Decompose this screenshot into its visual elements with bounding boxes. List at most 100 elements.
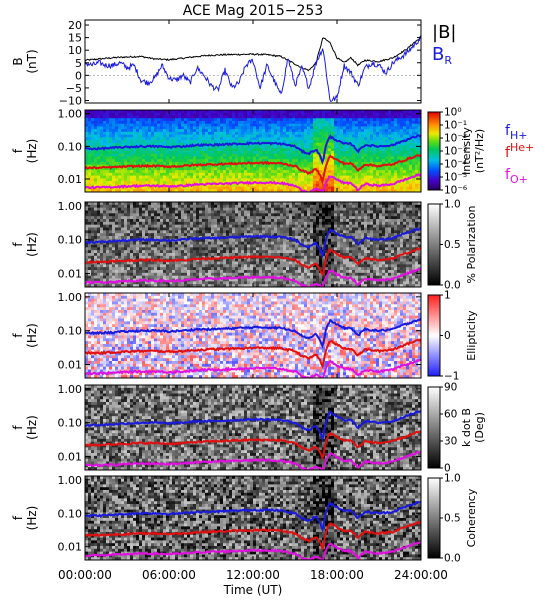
colorbar: 1.0 0.5 0.0 Coherency bbox=[427, 473, 478, 565]
y-tick-label: 0.10 bbox=[58, 325, 83, 338]
panel-polarization: 1.0 0.5 0.0 % Polarization 1.00 0.10 0.01 f (Hz) bbox=[11, 199, 478, 292]
y-axis-unit: (Hz) bbox=[25, 232, 39, 257]
colorbar: 90 60 30 0 k dot B (Deg) bbox=[427, 382, 486, 475]
time-tick-label: 18:00:00 bbox=[310, 568, 364, 582]
y-tick-label: 5 bbox=[75, 57, 82, 70]
panel-coherency: 1.0 0.5 0.0 Coherency 1.00 0.10 0.01 f (Hz) bbox=[11, 473, 478, 565]
gyrofrequency-oplus-line bbox=[85, 540, 421, 560]
y-tick-label: 0.01 bbox=[58, 173, 83, 186]
gyrofrequency-hplus-line bbox=[85, 500, 421, 533]
colorbar-label: Ellipticity bbox=[465, 310, 478, 361]
panel-kdotb: 90 60 30 0 k dot B (Deg) 1.00 0.10 0.01 f (Hz) bbox=[11, 382, 486, 475]
colorbar: 1 0 −1 Ellipticity bbox=[427, 290, 478, 383]
colorbar-tick-label: −1 bbox=[444, 371, 459, 383]
y-tick-label: 1.00 bbox=[58, 200, 83, 213]
y-tick-label: −10 bbox=[59, 94, 82, 107]
colorbar: 1.0 0.5 0.0 % Polarization bbox=[427, 199, 478, 292]
colorbar-tick-label: 30 bbox=[444, 436, 457, 448]
spectrogram-cells bbox=[85, 110, 421, 192]
y-tick-label: 1.00 bbox=[58, 383, 83, 396]
colorbar-label: % Polarization bbox=[465, 206, 478, 284]
gyrofrequency-heplus-line bbox=[85, 153, 421, 185]
y-tick-label: 0 bbox=[75, 69, 82, 82]
y-tick-label: 1.00 bbox=[58, 291, 83, 304]
gyrofrequency-oplus-line bbox=[85, 172, 421, 192]
y-tick-label: 1.00 bbox=[58, 108, 83, 121]
time-axis-label: Time (UT) bbox=[223, 583, 283, 597]
colorbar-unit: (Deg) bbox=[473, 412, 486, 443]
time-tick-label: 06:00:00 bbox=[142, 568, 196, 582]
gyrofrequency-heplus-line bbox=[85, 338, 421, 369]
spectrogram-cells bbox=[85, 476, 421, 560]
series-b-radial-line bbox=[85, 35, 421, 102]
field-legend: |B|BR bbox=[432, 22, 456, 67]
colorbar-label: k dot B bbox=[460, 408, 473, 447]
figure-title: ACE Mag 2015−253 bbox=[183, 3, 323, 19]
colorbar-tick-label: 10⁻³ bbox=[444, 146, 467, 158]
y-axis-label: f bbox=[11, 148, 25, 153]
y-tick-label: 0.01 bbox=[58, 268, 83, 281]
colorbar-tick-label: 90 bbox=[444, 382, 457, 394]
y-axis-label: B bbox=[11, 57, 25, 65]
gyrofrequency-oplus-line bbox=[85, 450, 421, 470]
time-axis: 00:00:00 06:00:00 12:00:00 18:00:00 24:00:00 bbox=[58, 568, 448, 582]
gyrofrequency-hplus-line bbox=[85, 134, 421, 166]
colorbar-tick-label: 10⁻¹ bbox=[444, 120, 467, 132]
colorbar-tick-label: 10⁻² bbox=[444, 133, 467, 145]
legend-entry: BR bbox=[432, 44, 452, 67]
legend-entry: fO+ bbox=[505, 167, 528, 186]
y-tick-label: 0.10 bbox=[58, 140, 83, 153]
y-tick-label: 0.01 bbox=[58, 359, 83, 372]
gyrofrequency-heplus-line bbox=[85, 246, 421, 277]
colorbar-tick-label: 60 bbox=[444, 409, 457, 421]
colorbar-unit: (nT²/Hz) bbox=[473, 129, 486, 173]
gyrofrequency-hplus-line bbox=[85, 226, 421, 259]
time-tick-label: 24:00:00 bbox=[394, 568, 448, 582]
spectrogram-cells bbox=[85, 385, 421, 470]
series-b-magnitude-line bbox=[85, 36, 421, 72]
gyrofrequency-heplus-line bbox=[85, 520, 421, 552]
gyrofrequency-oplus-line bbox=[85, 358, 421, 378]
legend-entry: fHe+ bbox=[505, 141, 534, 161]
y-axis-unit: (Hz) bbox=[25, 415, 39, 440]
y-axis-unit: (Hz) bbox=[25, 139, 39, 164]
y-tick-label: −5 bbox=[66, 82, 82, 95]
legend-entry: |B| bbox=[432, 22, 456, 43]
y-tick-label: 0.01 bbox=[58, 541, 83, 554]
y-tick-label: 1.00 bbox=[58, 474, 83, 487]
y-axis-label: f bbox=[11, 333, 25, 338]
y-tick-label: 0.10 bbox=[58, 507, 83, 520]
y-tick-label: 10 bbox=[68, 44, 82, 57]
legend-entry: fH+ bbox=[505, 123, 527, 142]
colorbar-tick-label: 10⁻⁶ bbox=[444, 185, 467, 197]
y-tick-label: 0.10 bbox=[58, 417, 83, 430]
time-tick-label: 00:00:00 bbox=[58, 568, 112, 582]
y-axis-label: f bbox=[11, 515, 25, 520]
y-tick-label: 15 bbox=[68, 32, 82, 45]
colorbar-tick-label: 0.5 bbox=[444, 513, 461, 525]
colorbar-tick-label: 0.5 bbox=[444, 239, 461, 251]
colorbar-label: Intensity bbox=[460, 127, 473, 175]
spectrogram-cells bbox=[85, 293, 421, 378]
panel-ellipticity: 1 0 −1 Ellipticity 1.00 0.10 0.01 f (Hz) bbox=[11, 290, 478, 383]
gyrofrequency-heplus-line bbox=[85, 430, 421, 461]
y-axis-unit: (nT) bbox=[25, 49, 39, 73]
y-tick-label: 0.10 bbox=[58, 234, 83, 247]
gyrofrequency-hplus-line bbox=[85, 409, 421, 443]
gyrofrequency-hplus-line bbox=[85, 317, 421, 349]
y-axis-unit: (Hz) bbox=[25, 323, 39, 348]
y-axis-label: f bbox=[11, 242, 25, 247]
colorbar-tick-label: 10⁻⁵ bbox=[444, 172, 467, 184]
y-tick-label: 0.01 bbox=[58, 451, 83, 464]
colorbar-tick-label: 1 bbox=[444, 290, 451, 302]
colorbar-tick-label: 1.0 bbox=[444, 473, 461, 485]
spectrogram-cells bbox=[85, 202, 421, 287]
gyrofrequency-legend: fH+fHe+ fO+ bbox=[505, 123, 534, 186]
y-axis-label: f bbox=[11, 425, 25, 430]
colorbar-tick-label: 10⁻⁴ bbox=[444, 159, 467, 171]
colorbar-frame bbox=[427, 386, 441, 469]
